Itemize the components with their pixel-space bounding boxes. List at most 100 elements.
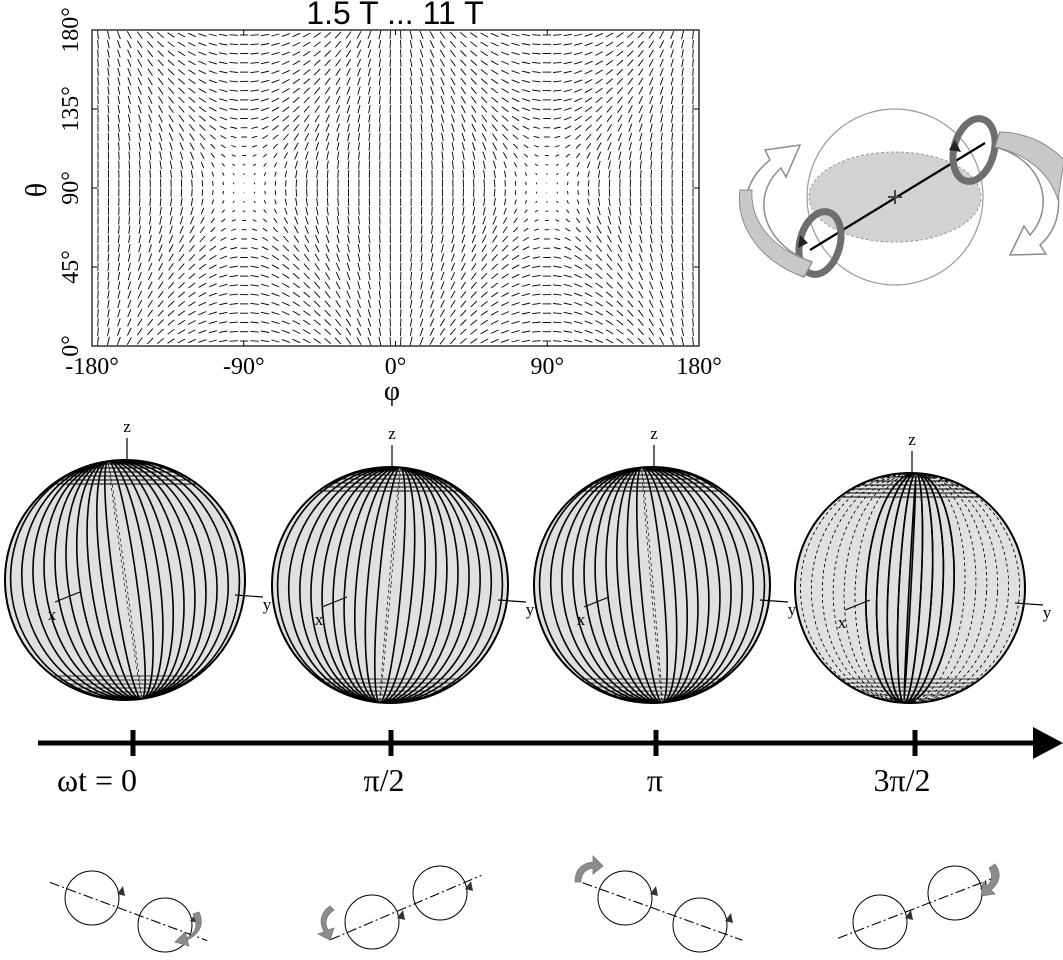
field-arrow — [471, 263, 477, 271]
field-arrow — [180, 160, 183, 170]
field-arrow — [491, 263, 499, 271]
y-tick-labels: 0°45°90°135°180° — [58, 7, 84, 357]
field-arrow — [627, 300, 634, 308]
field-arrow — [148, 244, 152, 253]
field-arrow — [219, 265, 228, 269]
field-arrow — [128, 142, 131, 151]
field-arrow — [303, 78, 311, 85]
field-arrow — [138, 244, 142, 253]
field-arrow — [293, 114, 300, 122]
field-arrow — [681, 299, 684, 309]
field-arrow — [650, 142, 653, 151]
field-arrow — [107, 30, 110, 40]
field-arrow — [117, 67, 121, 77]
field-arrow — [460, 50, 467, 57]
field-arrow — [480, 329, 489, 335]
field-arrow — [429, 327, 435, 336]
field-arrow — [335, 272, 341, 281]
field-arrow — [219, 70, 228, 74]
field-arrow — [481, 263, 488, 271]
field-arrow — [595, 60, 603, 66]
field-arrow — [595, 320, 604, 325]
loop-direction-arrow — [397, 910, 405, 920]
field-arrow — [461, 105, 466, 114]
field-arrow — [117, 104, 121, 114]
field-arrow — [482, 142, 487, 151]
field-arrow — [627, 281, 634, 290]
field-arrow — [189, 151, 195, 160]
field-arrow — [219, 89, 228, 93]
field-arrow — [501, 282, 509, 288]
field-arrow — [617, 253, 623, 262]
field-arrow — [481, 96, 488, 104]
field-arrow — [670, 290, 674, 299]
field-arrow — [616, 59, 624, 66]
field-arrow — [597, 207, 601, 216]
field-arrow — [410, 281, 413, 290]
field-arrow — [274, 180, 277, 186]
field-arrow — [149, 160, 152, 170]
field-arrow — [521, 89, 531, 93]
field-arrow — [357, 290, 361, 299]
field-arrow — [379, 132, 381, 142]
field-arrow — [314, 77, 321, 85]
field-arrow — [431, 160, 433, 170]
field-arrow — [148, 225, 152, 234]
field-arrow — [481, 253, 488, 262]
field-arrow — [617, 263, 623, 271]
field-arrow — [462, 216, 465, 225]
field-arrow — [638, 77, 644, 86]
field-arrow — [574, 97, 583, 103]
field-arrow — [250, 89, 259, 92]
field-arrow — [199, 235, 206, 243]
field-arrow — [345, 40, 352, 49]
field-arrow — [637, 318, 644, 326]
field-arrow — [219, 255, 228, 260]
field-arrow — [335, 281, 341, 290]
field-arrow — [670, 77, 674, 86]
field-arrow — [200, 217, 205, 224]
field-arrow — [325, 253, 330, 262]
field-arrow — [334, 31, 342, 39]
field-arrow — [480, 319, 488, 326]
field-arrow — [410, 225, 412, 234]
field-arrow — [220, 227, 226, 232]
field-arrow — [638, 300, 644, 308]
field-arrow — [272, 143, 279, 149]
field-arrow — [595, 282, 603, 289]
y-axis — [497, 599, 527, 603]
field-arrow — [410, 86, 413, 95]
field-arrow — [357, 86, 361, 95]
field-arrow — [617, 114, 623, 123]
field-arrow — [501, 329, 510, 334]
field-arrow — [292, 273, 300, 280]
field-arrow — [553, 293, 562, 296]
field-arrow — [229, 293, 238, 296]
field-arrow — [313, 59, 321, 66]
field-arrow — [190, 197, 194, 206]
field-arrow — [606, 282, 613, 289]
field-arrow — [596, 142, 602, 151]
field-arrow — [492, 235, 498, 243]
field-arrow — [441, 197, 444, 207]
field-arrow — [346, 95, 351, 104]
field-arrow — [650, 169, 652, 179]
field-arrow — [189, 142, 195, 151]
field-arrow — [159, 206, 162, 216]
field-arrow — [378, 336, 382, 346]
field-arrow — [671, 151, 673, 160]
field-arrow — [325, 234, 330, 244]
sphere-field-lines — [9, 460, 241, 700]
field-arrow — [367, 58, 372, 67]
field-arrow — [260, 302, 270, 306]
field-arrow — [511, 42, 520, 46]
field-arrow — [521, 98, 531, 102]
field-arrow — [158, 244, 163, 253]
field-arrow — [660, 95, 664, 105]
field-arrow — [637, 309, 644, 317]
field-arrow — [511, 302, 520, 306]
field-arrow — [177, 319, 186, 326]
field-arrow — [294, 216, 299, 225]
field-arrow — [346, 77, 351, 86]
field-arrow — [441, 244, 444, 253]
